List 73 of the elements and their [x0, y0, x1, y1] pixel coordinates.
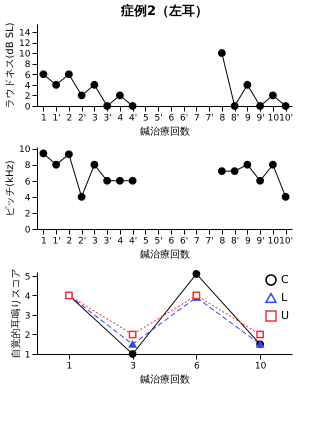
y-tick-label: 10 [19, 145, 31, 156]
y-tick-label: 4 [24, 292, 31, 302]
x-tick-label: 3' [104, 114, 112, 124]
x-axis-title: 鍼治療回数 [140, 374, 190, 386]
y-tick-label: 0 [24, 226, 31, 236]
x-tick-label: 6 [168, 114, 175, 124]
legend-label: C [281, 273, 289, 286]
x-tick-label: 9 [245, 114, 252, 124]
y-tick-label: 6 [24, 70, 31, 81]
x-tick-label: 7' [206, 114, 214, 124]
y-tick-label: 8 [24, 161, 31, 172]
legend-label: U [281, 309, 290, 322]
y-axis-title: ラウドネス(dB SL) [5, 22, 16, 109]
x-tick-label: 1' [52, 114, 61, 124]
x-tick-label: 10 [268, 114, 280, 124]
y-tick-label: 8 [24, 60, 31, 70]
x-tick-label: 5' [154, 114, 163, 124]
y-tick-label: 2 [24, 209, 30, 220]
x-tick-label: 9 [245, 236, 252, 246]
y-tick-label: 4 [24, 193, 31, 204]
x-tick-label: 3' [104, 236, 112, 246]
x-axis-title: 鍼治療回数 [140, 126, 190, 138]
x-tick-label: 8 [220, 236, 226, 246]
y-axis-title: 自覚的耳鳴りスコア [10, 268, 22, 358]
x-tick-label: 6 [168, 236, 175, 246]
x-axis-title: 鍼治療回数 [140, 248, 190, 260]
y-tick-label: 6 [24, 177, 31, 188]
y-tick-label: 1 [24, 350, 30, 360]
x-tick-label: 1 [41, 114, 47, 124]
x-tick-label: 7 [194, 236, 200, 246]
x-tick-label: 6' [180, 114, 188, 124]
y-tick-label: 12 [19, 39, 30, 50]
x-tick-label: 8 [220, 114, 226, 124]
y-tick-label: 0 [24, 102, 31, 112]
x-tick-label: 7 [194, 114, 200, 124]
y-tick-label: 2 [24, 92, 30, 102]
x-tick-label: 10' [279, 236, 294, 246]
x-tick-label: 5 [143, 236, 149, 246]
x-tick-label: 1 [41, 236, 47, 246]
x-tick-label: 6 [194, 362, 200, 372]
x-tick-label: 5' [154, 236, 163, 246]
y-tick-label: 4 [24, 81, 31, 92]
x-tick-label: 4 [118, 236, 124, 246]
y-axis-title: ピッチ(kHz) [5, 160, 16, 217]
x-tick-label: 2' [78, 236, 86, 246]
x-tick-label: 2' [78, 114, 86, 124]
y-tick-label: 10 [19, 50, 31, 60]
x-tick-label: 1' [52, 236, 61, 246]
y-tick-label: 3 [24, 311, 30, 322]
x-tick-label: 1 [66, 362, 72, 372]
x-tick-label: 3 [130, 362, 136, 372]
x-tick-label: 8' [231, 236, 240, 246]
x-tick-label: 6' [180, 236, 188, 246]
x-tick-label: 4' [129, 236, 138, 246]
x-tick-label: 10' [279, 114, 294, 124]
x-tick-label: 5 [143, 114, 149, 124]
x-tick-label: 9' [256, 114, 265, 124]
x-tick-label: 2 [66, 236, 72, 246]
x-tick-label: 7' [206, 236, 214, 246]
x-tick-label: 3 [92, 114, 98, 124]
chart-title: 症例2（左耳） [120, 2, 208, 19]
y-tick-label: 2 [24, 330, 30, 341]
x-tick-label: 2 [66, 114, 72, 124]
x-tick-label: 4 [118, 114, 124, 124]
x-tick-label: 9' [256, 236, 265, 246]
x-tick-label: 8' [231, 114, 240, 124]
x-tick-label: 10 [268, 236, 280, 246]
x-tick-label: 4' [129, 114, 138, 124]
x-tick-label: 10 [254, 362, 267, 372]
x-tick-label: 3 [92, 236, 98, 246]
y-tick-label: 5 [24, 272, 30, 282]
legend-label: L [281, 291, 288, 304]
y-tick-label: 14 [19, 28, 31, 38]
